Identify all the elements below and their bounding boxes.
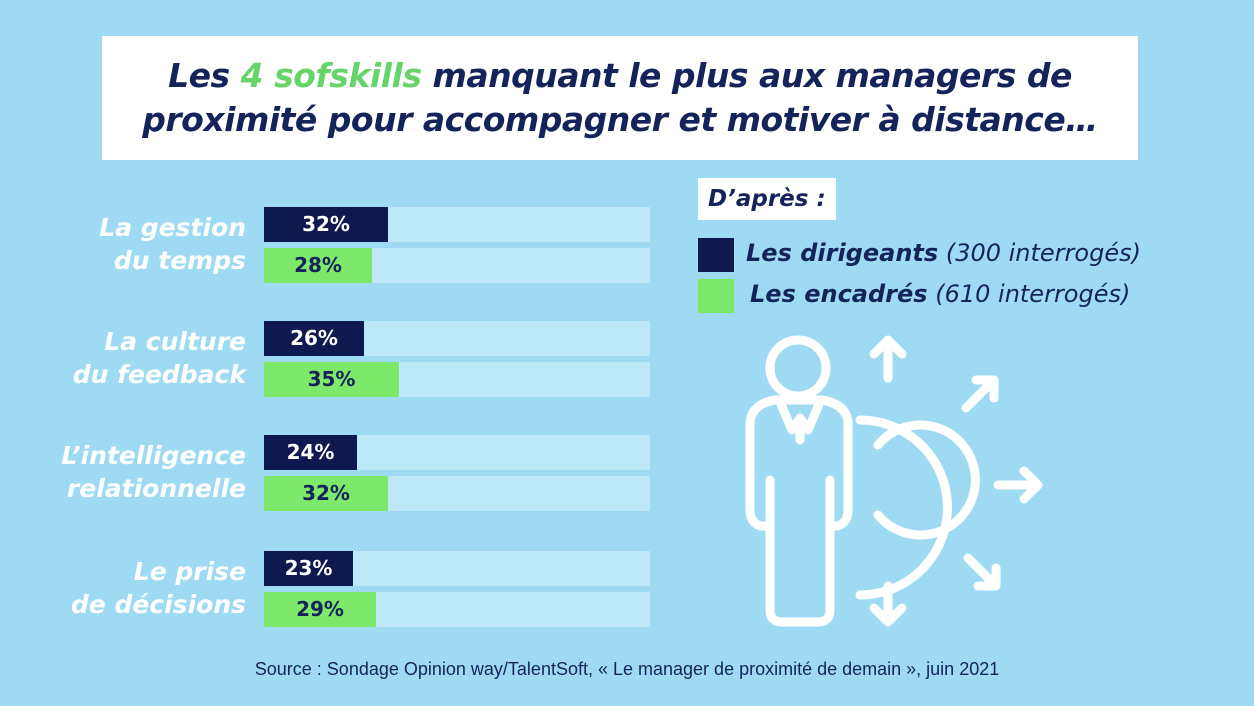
legend-item-dirigeants: Les dirigeants (300 interrogés) (746, 236, 1141, 270)
category-label-line: du feedback (72, 360, 246, 389)
data-label-encadres: 32% (302, 481, 350, 505)
category-label-line: du temps (113, 246, 246, 275)
data-label-dirigeants: 23% (284, 556, 333, 580)
bar-encadres (264, 592, 376, 627)
page-title-line-1: Les 4 sofskills manquant le plus aux man… (168, 54, 1072, 98)
bar-encadres (264, 476, 388, 511)
legend-heading: D’après : (698, 178, 836, 220)
legend-label-dirigeants: Les dirigeants (746, 239, 939, 267)
bar-dirigeants (264, 435, 357, 470)
category-label: Le prise de décisions (16, 555, 246, 621)
title-post: manquant le plus aux managers de (421, 56, 1072, 95)
bar-dirigeants (264, 321, 364, 356)
data-label-encadres: 29% (296, 597, 344, 621)
data-label-dirigeants: 24% (286, 440, 335, 464)
businessman-target-arrows-icon (745, 335, 1043, 627)
page-title-line-2: proximité pour accompagner et motiver à … (142, 100, 1098, 139)
legend-note-encadres: (610 interrogés) (935, 280, 1131, 308)
legend-swatch-encadres (698, 279, 734, 313)
source-note: Source : Sondage Opinion way/TalentSoft,… (254, 659, 1000, 679)
category-label: La culture du feedback (16, 325, 246, 391)
bar-encadres (264, 248, 372, 283)
title-highlight: 4 sofskills (240, 56, 422, 95)
data-label-encadres: 28% (294, 253, 342, 277)
bar-encadres (264, 362, 399, 397)
title-pre: Les (168, 56, 241, 95)
category-label-line: La gestion (99, 213, 246, 242)
category-label: L’intelligence relationnelle (16, 439, 246, 505)
title-box: Les 4 sofskills manquant le plus aux man… (102, 36, 1138, 160)
category-label: La gestion du temps (16, 211, 246, 277)
category-label-line: Le prise (133, 557, 246, 586)
category-label-line: relationnelle (66, 474, 246, 503)
category-label-line: La culture (104, 327, 246, 356)
legend-label-encadres: Les encadrés (750, 280, 928, 308)
legend-swatch-dirigeants (698, 238, 734, 272)
data-label-encadres: 35% (307, 367, 356, 391)
legend-item-encadres: Les encadrés (610 interrogés) (750, 277, 1130, 311)
legend-note-dirigeants: (300 interrogés) (945, 239, 1141, 267)
data-label-dirigeants: 26% (290, 326, 338, 350)
bar-dirigeants (264, 207, 388, 242)
bar-dirigeants (264, 551, 353, 586)
category-label-line: L’intelligence (61, 441, 246, 470)
category-label-line: de décisions (70, 590, 246, 619)
data-label-dirigeants: 32% (302, 212, 350, 236)
